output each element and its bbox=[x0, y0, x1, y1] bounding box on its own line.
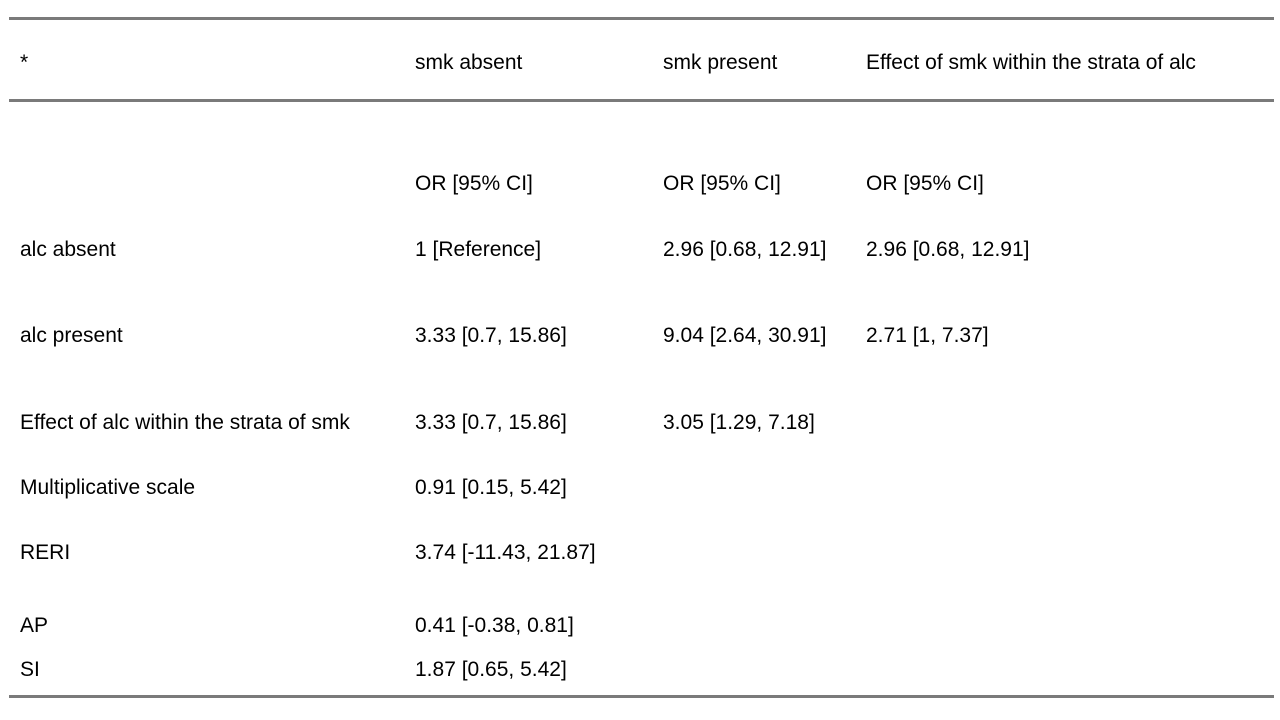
table-row: alc absent 1 [Reference] 2.96 [0.68, 12.… bbox=[0, 237, 1280, 263]
table-cell: 0.91 [0.15, 5.42] bbox=[415, 476, 567, 499]
table-cell: 1 [Reference] bbox=[415, 238, 542, 261]
table-row: Effect of alc within the strata of smk 3… bbox=[0, 410, 1280, 436]
row-label: Effect of alc within the strata of smk bbox=[20, 411, 350, 434]
table-header-rule bbox=[9, 99, 1274, 102]
subheader-or-ci-3: OR [95% CI] bbox=[866, 172, 984, 195]
table-cell: 9.04 [2.64, 30.91] bbox=[663, 324, 827, 347]
subheader-or-ci-1: OR [95% CI] bbox=[415, 172, 533, 195]
table-cell: 2.96 [0.68, 12.91] bbox=[663, 238, 827, 261]
table-cell: 3.05 [1.29, 7.18] bbox=[663, 411, 815, 434]
header-smk-absent: smk absent bbox=[415, 51, 523, 74]
table-row: SI 1.87 [0.65, 5.42] bbox=[0, 657, 1280, 683]
table-cell: 0.41 [-0.38, 0.81] bbox=[415, 614, 574, 637]
row-label: AP bbox=[20, 614, 49, 637]
table-cell: 3.33 [0.7, 15.86] bbox=[415, 324, 567, 347]
table-row: RERI 3.74 [-11.43, 21.87] bbox=[0, 540, 1280, 566]
table-subheader-row: OR [95% CI] OR [95% CI] OR [95% CI] bbox=[0, 171, 1280, 197]
table-cell: 2.71 [1, 7.37] bbox=[866, 324, 989, 347]
table-cell: 3.33 [0.7, 15.86] bbox=[415, 411, 567, 434]
row-label: alc absent bbox=[20, 238, 116, 261]
header-corner-asterisk: * bbox=[20, 51, 29, 74]
subheader-or-ci-2: OR [95% CI] bbox=[663, 172, 781, 195]
table-cell: 3.74 [-11.43, 21.87] bbox=[415, 541, 596, 564]
header-smk-present: smk present bbox=[663, 51, 778, 74]
row-label: SI bbox=[20, 658, 40, 681]
table-cell: 1.87 [0.65, 5.42] bbox=[415, 658, 567, 681]
row-label: RERI bbox=[20, 541, 71, 564]
table-cell: 2.96 [0.68, 12.91] bbox=[866, 238, 1030, 261]
row-label: Multiplicative scale bbox=[20, 476, 196, 499]
header-effect-smk-strata-alc: Effect of smk within the strata of alc bbox=[866, 51, 1196, 74]
table-top-rule bbox=[9, 17, 1274, 20]
table-row: alc present 3.33 [0.7, 15.86] 9.04 [2.64… bbox=[0, 323, 1280, 349]
row-label: alc present bbox=[20, 324, 123, 347]
table-header-row: * smk absent smk present Effect of smk w… bbox=[0, 50, 1280, 76]
table-row: Multiplicative scale 0.91 [0.15, 5.42] bbox=[0, 475, 1280, 501]
table-bottom-rule bbox=[9, 695, 1274, 698]
table-row: AP 0.41 [-0.38, 0.81] bbox=[0, 613, 1280, 639]
